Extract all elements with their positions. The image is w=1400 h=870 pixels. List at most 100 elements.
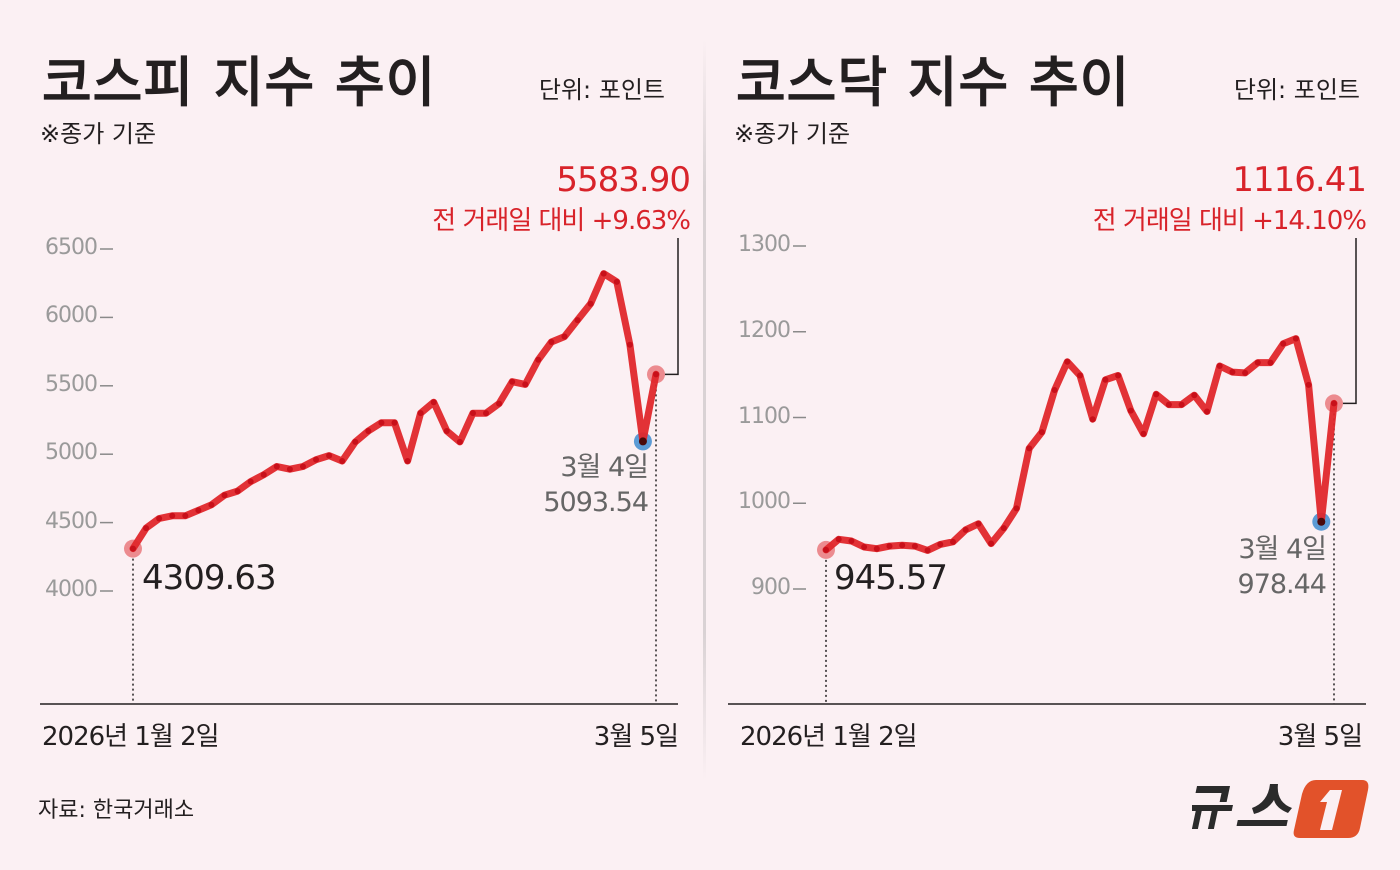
kosdaq-data-point [1089, 416, 1096, 423]
kospi-data-point [365, 427, 372, 434]
kosdaq-data-point [1204, 408, 1210, 415]
kospi-data-point [587, 300, 594, 307]
kosdaq-data-point [937, 541, 944, 548]
kosdaq-series-line [822, 335, 1338, 554]
kospi-note: ※종가 기준 [40, 120, 157, 148]
kosdaq-data-point [1013, 505, 1020, 512]
kosdaq-data-point [975, 520, 982, 527]
kospi-data-point [430, 399, 437, 406]
kospi-low-value: 5093.54 [543, 487, 649, 518]
kosdaq-data-point [873, 545, 880, 552]
kospi-data-point [535, 356, 542, 363]
kospi-data-point [143, 525, 150, 532]
kospi-data-point [286, 466, 293, 473]
kospi-change: 전 거래일 대비 +9.63% [432, 206, 691, 236]
kosdaq-data-point [1038, 429, 1045, 436]
kospi-y-tick-label: 5500 [45, 371, 98, 397]
kospi-y-tick-label: 6000 [45, 303, 98, 329]
kospi-data-point [352, 438, 359, 445]
kospi-last-connector [656, 238, 679, 376]
kospi-y-tick-label: 5000 [45, 440, 98, 466]
kospi-x-end: 3월 5일 [593, 722, 679, 752]
kosdaq-data-point [1127, 407, 1134, 414]
kosdaq-data-point [1242, 369, 1249, 376]
kosdaq-data-point [1317, 517, 1326, 526]
kosdaq-data-point [1051, 387, 1058, 394]
kospi-data-point [234, 488, 241, 495]
kosdaq-data-point [1331, 400, 1337, 407]
kosdaq-data-point [911, 543, 918, 550]
kosdaq-title: 코스닥 지수 추이 [736, 51, 1131, 114]
kosdaq-data-point [1115, 372, 1122, 379]
kosdaq-data-point [899, 542, 906, 549]
kospi-data-point [600, 270, 607, 277]
kospi-data-point [195, 507, 202, 514]
kospi-data-point [509, 378, 516, 385]
kospi-data-point [638, 437, 647, 446]
kosdaq-data-point [1267, 359, 1274, 366]
kosdaq-data-point [1102, 376, 1109, 383]
kospi-data-point [574, 317, 581, 324]
kospi-data-point [626, 341, 633, 348]
kospi-data-point [339, 458, 346, 465]
kosdaq-data-point [950, 538, 956, 545]
kosdaq-data-point [1165, 401, 1172, 408]
kospi-data-point [260, 471, 267, 478]
kosdaq-data-point [962, 526, 969, 533]
kospi-unit: 단위: 포인트 [538, 76, 665, 104]
kospi-data-point [378, 419, 385, 426]
kosdaq-data-point [1077, 372, 1083, 379]
kosdaq-data-point [823, 546, 829, 553]
kosdaq-low-value: 978.44 [1237, 569, 1327, 600]
news1-logo [1192, 780, 1369, 838]
kosdaq-data-point [988, 540, 995, 547]
kosdaq-data-point [861, 543, 868, 550]
kospi-y-tick-label: 4000 [45, 577, 98, 602]
kosdaq-data-point [1026, 445, 1033, 452]
kospi-data-point [561, 333, 568, 340]
kospi-data-point [522, 381, 529, 388]
kosdaq-data-point [1140, 430, 1147, 437]
kospi-data-point [313, 456, 320, 463]
kospi-data-point [613, 278, 620, 285]
kospi-data-point [326, 452, 333, 459]
kospi-data-point [156, 515, 163, 522]
kospi-data-point [469, 410, 476, 417]
kospi-data-point [391, 419, 398, 426]
kospi-title: 코스피 지수 추이 [42, 51, 437, 114]
kosdaq-data-point [1000, 525, 1007, 532]
kospi-data-point [456, 438, 463, 445]
kosdaq-unit: 단위: 포인트 [1233, 76, 1360, 104]
kosdaq-y-tick-label: 1100 [738, 403, 791, 429]
divider [703, 40, 706, 780]
kospi-data-point [221, 492, 228, 499]
kosdaq-x-start: 2026년 1월 2일 [740, 722, 918, 752]
kosdaq-x-end: 3월 5일 [1277, 722, 1363, 752]
kosdaq-data-point [1305, 381, 1312, 388]
kosdaq-data-point [835, 536, 842, 543]
kosdaq-y-tick-label: 1200 [738, 317, 791, 343]
kospi-data-point [483, 410, 490, 417]
kosdaq-data-point [848, 537, 855, 544]
kosdaq-data-point [1191, 392, 1198, 399]
kospi-start-label: 4309.63 [142, 558, 277, 598]
kosdaq-y-tick-label: 1000 [738, 489, 791, 515]
kospi-data-point [548, 339, 555, 346]
kospi-data-point [299, 463, 306, 470]
kospi-data-point [169, 512, 176, 519]
source-note: 자료: 한국거래소 [38, 798, 195, 823]
kosdaq-data-point [924, 547, 931, 554]
kosdaq-y-tick-label: 1300 [738, 232, 791, 257]
kosdaq-low-date: 3월 4일 [1238, 534, 1327, 565]
kosdaq-data-point [1153, 391, 1160, 398]
kospi-data-point [273, 463, 280, 470]
kosdaq-start-label: 945.57 [834, 558, 948, 598]
kosdaq-last-connector [1334, 238, 1357, 405]
kosdaq-data-point [1280, 340, 1287, 347]
kosdaq-data-point [1292, 335, 1299, 342]
kospi-data-point [182, 512, 189, 519]
kospi-data-point [130, 545, 136, 552]
kospi-data-point [417, 410, 424, 417]
kospi-last-value: 5583.90 [556, 160, 691, 200]
kospi-low-date: 3월 4일 [560, 452, 649, 483]
